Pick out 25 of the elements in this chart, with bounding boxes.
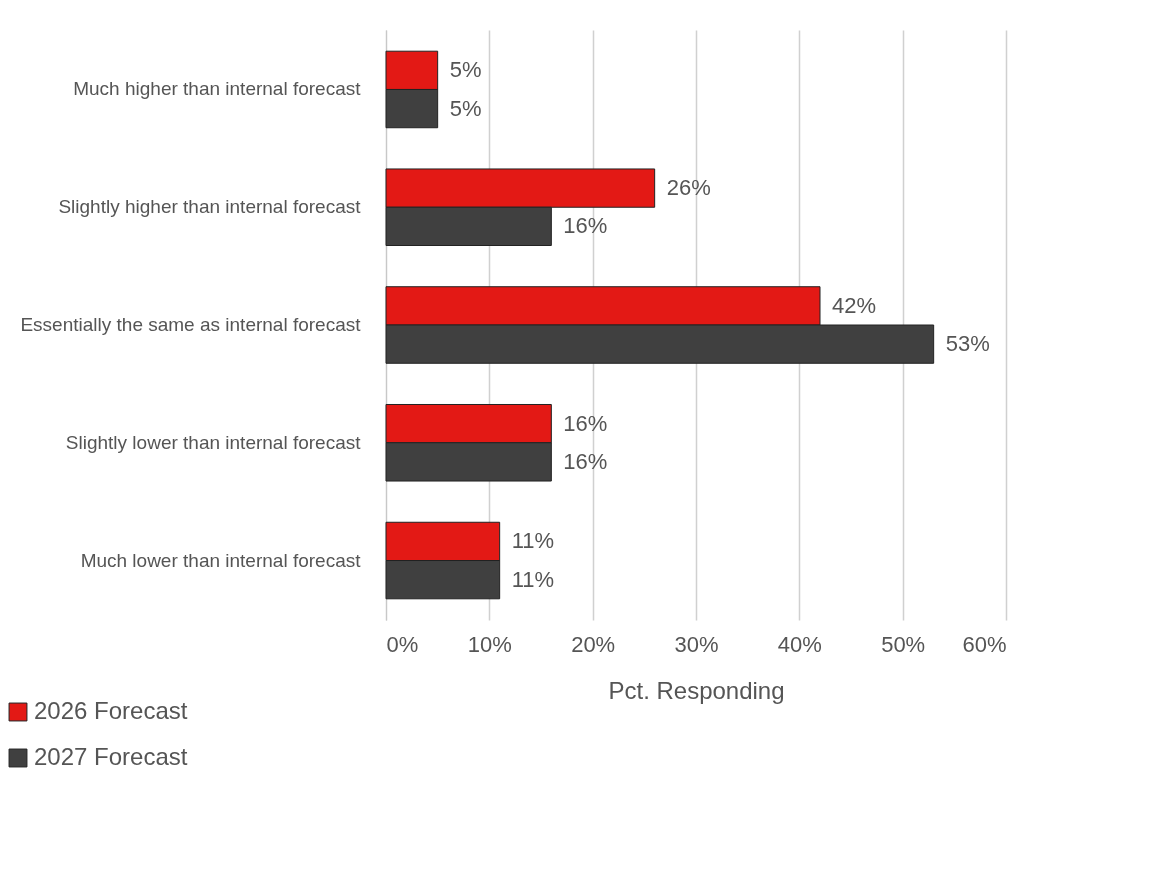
y-tick-label: Essentially the same as internal forecast — [20, 314, 362, 335]
x-tick-label: 20% — [571, 631, 616, 657]
data-label: 5% — [449, 57, 482, 83]
x-tick-label: 50% — [881, 631, 926, 657]
data-label: 26% — [666, 175, 711, 201]
x-tick-label: 40% — [777, 631, 822, 657]
y-tick-label: Much higher than internal forecast — [73, 78, 362, 100]
data-label: 11% — [511, 566, 555, 592]
data-label: 42% — [832, 292, 877, 318]
y-tick-label: Slightly lower than internal forecast — [65, 431, 362, 453]
y-tick-label: Slightly higher than internal forecast — [58, 196, 362, 218]
data-label: 53% — [945, 331, 990, 357]
x-axis-title: Pct. Responding — [608, 676, 785, 704]
data-label: 11% — [511, 528, 555, 554]
data-label: 5% — [449, 95, 482, 121]
x-tick-label: 30% — [674, 631, 719, 657]
data-label: 16% — [563, 410, 608, 436]
x-tick-label: 10% — [467, 631, 512, 657]
legend-label: 2026 Forecast — [34, 697, 188, 724]
data-label: 16% — [563, 213, 608, 239]
x-tick-label: 0% — [386, 631, 419, 657]
legend-label: 2027 Forecast — [34, 743, 188, 770]
y-tick-label: Much lower than internal forecast — [80, 549, 362, 571]
data-label: 16% — [563, 448, 608, 474]
x-tick-label: 60% — [962, 631, 1007, 657]
